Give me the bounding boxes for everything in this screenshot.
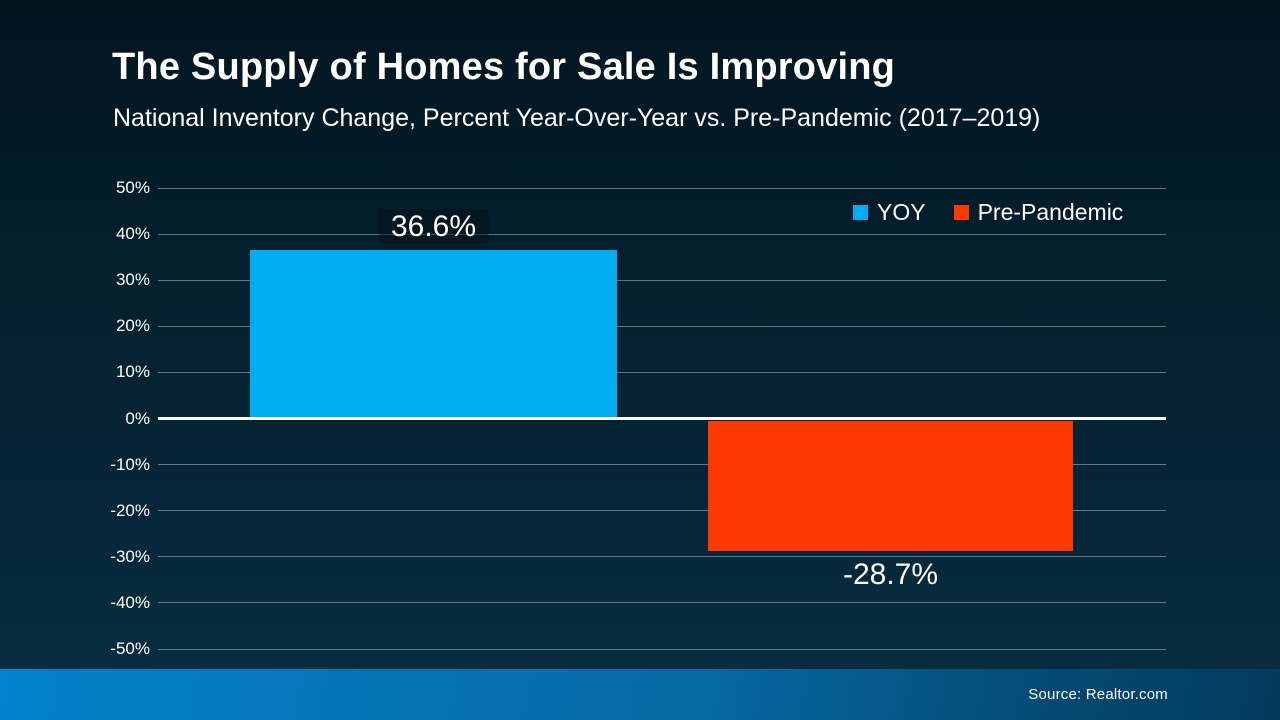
source-attribution: Source: Realtor.com <box>1028 686 1168 703</box>
y-axis-label: 10% <box>115 362 150 382</box>
y-axis-label: 0% <box>125 408 150 428</box>
y-axis-label: -30% <box>110 546 150 566</box>
gridline <box>158 279 1166 281</box>
y-axis-label: -50% <box>110 639 150 658</box>
bar-yoy <box>250 249 617 418</box>
pre-pandemic-swatch-icon <box>953 205 969 220</box>
legend-label-pre-pandemic: Pre-Pandemic <box>977 199 1124 225</box>
y-axis-label: 20% <box>115 316 150 336</box>
yoy-swatch-icon <box>853 205 868 220</box>
gridline <box>158 187 1166 189</box>
legend-label-yoy: YOY <box>877 199 926 225</box>
gridline <box>158 556 1166 558</box>
y-axis-label: -10% <box>110 454 150 474</box>
legend-item-yoy: YOY <box>853 201 926 224</box>
y-axis: 50% 40% 30% 20% 10% 0% -10% -20% -30% -40% -50% <box>0 178 150 658</box>
chart-legend: YOY Pre-Pandemic <box>853 201 1123 224</box>
gridline <box>158 325 1166 327</box>
y-axis-label: 30% <box>115 270 150 290</box>
y-axis-label: -40% <box>110 592 150 612</box>
data-label-yoy: 36.6% <box>378 208 489 244</box>
zero-line <box>158 417 1166 420</box>
y-axis-label: 40% <box>115 224 150 244</box>
data-label-pre-pandemic: -28.7% <box>842 557 939 591</box>
plot-area: 36.6% -28.7% <box>158 187 1166 650</box>
y-axis-label: -20% <box>110 500 150 520</box>
legend-item-pre-pandemic: Pre-Pandemic <box>953 199 1124 225</box>
gridline <box>158 648 1166 650</box>
y-axis-label: 50% <box>115 178 150 197</box>
gridline <box>158 371 1166 373</box>
page-title: The Supply of Homes for Sale Is Improvin… <box>112 46 896 88</box>
page-subtitle: National Inventory Change, Percent Year-… <box>113 104 1041 132</box>
gridline <box>158 233 1166 235</box>
footer-bar: Source: Realtor.com <box>0 669 1280 720</box>
bar-pre-pandemic <box>708 420 1073 551</box>
gridline <box>158 464 1166 466</box>
gridline <box>158 510 1166 512</box>
gridline <box>158 602 1166 604</box>
